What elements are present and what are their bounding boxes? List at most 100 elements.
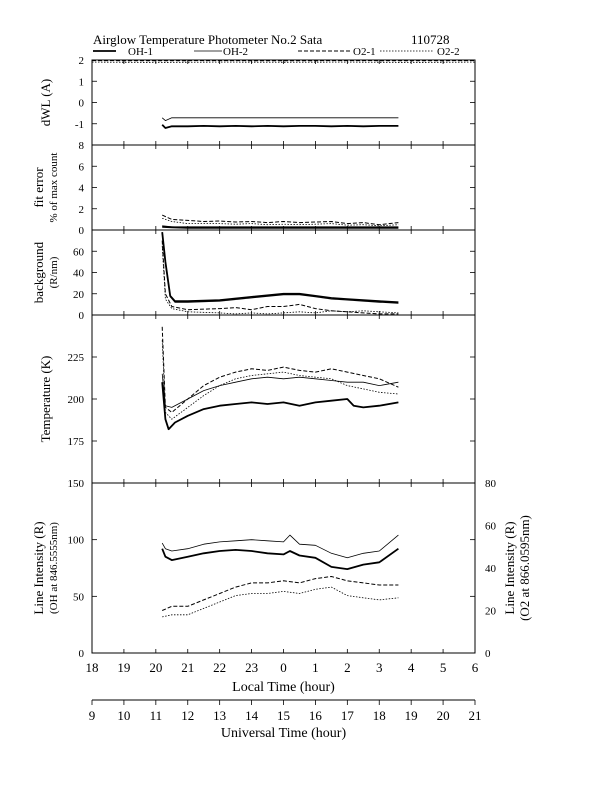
panel-frame-fit_error [91,144,476,231]
universal-time-tick-label: 12 [181,708,194,723]
series-oh-1-dwl [161,124,399,129]
local-time-tick-label: 4 [408,660,415,675]
local-time-tick-label: 0 [280,660,287,675]
local-time-tick-label: 23 [245,660,258,675]
panel-fit_error: 0 2 4 6 8 fit error% of max count [31,140,476,237]
series-o2-2-temperature [161,340,399,420]
universal-time-tick-label: 17 [341,708,355,723]
series-o2-2-background [161,245,399,315]
universal-time-tick-label: 21 [469,708,482,723]
local-time-tick-label: 2 [344,660,351,675]
series-oh-2-line_intensity [161,534,399,559]
panel-frame-background [91,229,476,316]
series-oh-1-line_intensity [161,547,399,570]
local-time-axis-label: Local Time (hour) [232,680,335,695]
legend-label-o2-2: O2-2 [437,46,460,58]
y-right-tick-label-line_intensity: 80 [485,478,497,490]
series-o2-1-background [161,240,399,315]
y-tick-label-fit_error: 6 [79,161,85,173]
y-tick-label-line_intensity: 0 [79,648,85,660]
series-oh-1-background [161,232,399,304]
universal-time-tick-label: 13 [213,708,226,723]
y-tick-label-fit_error: 2 [79,204,85,216]
universal-time-tick-label: 19 [405,708,418,723]
y-axis-label-background: background [31,241,46,303]
y-tick-label-temperature: 225 [68,352,85,364]
local-time-tick-label: 21 [181,660,194,675]
y-right-tick-label-line_intensity: 20 [485,606,497,618]
local-time-tick-label: 22 [213,660,226,675]
y-tick-label-fit_error: 0 [79,225,85,237]
y-axis-label-fit_error: fit error [31,167,46,208]
y-tick-label-dwl: -1 [75,119,84,131]
y-axis-label-line_intensity: Line Intensity (R) [31,521,46,614]
universal-time-tick-label: 18 [373,708,386,723]
local-time-tick-label: 20 [149,660,162,675]
y-right-tick-label-line_intensity: 40 [485,563,497,575]
y-axis-label-background: (R/nm) [48,256,60,288]
legend: OH-1 OH-2 O2-1 O2-2 [93,46,460,58]
panel-frame-line_intensity [91,482,476,654]
universal-time-tick-label: 14 [245,708,259,723]
y-tick-label-background: 60 [73,246,85,258]
series-o2-1-line_intensity [161,576,399,611]
y-tick-label-line_intensity: 150 [68,478,85,490]
series-o2-1-temperature [161,326,399,413]
y-tick-label-background: 40 [73,268,85,280]
series-oh-1-fit_error [162,225,399,229]
y-tick-label-fit_error: 4 [79,183,85,195]
local-time-tick-label: 5 [440,660,447,675]
series-oh-2-fit_error [162,225,399,228]
local-time-tick-label: 6 [472,660,479,675]
local-time-tick-label: 19 [117,660,130,675]
plot-panels: -1 0 1 2 dWL (A) 0 2 4 6 8 fit error% of max count… [31,55,532,660]
universal-time-tick-label: 16 [309,708,323,723]
y-axis-label-dwl: dWL (A) [38,79,53,127]
series-oh-2-dwl [161,117,399,121]
y-tick-label-temperature: 175 [68,436,85,448]
y-tick-label-line_intensity: 100 [68,535,85,547]
y-axis-label-line_intensity: (OH at 846.5555nm) [48,522,60,614]
y-right-axis-label-line_intensity: Line Intensity (R) [502,521,517,614]
panel-background: 0 20 40 60 background (R/nm) [31,229,476,322]
universal-time-tick-label: 10 [117,708,130,723]
y-right-tick-label-line_intensity: 60 [485,521,497,533]
universal-time-tick-label: 11 [150,708,163,723]
chart-title: Airglow Temperature Photometer No.2 Sata [93,32,323,47]
local-time-tick-label: 1 [312,660,319,675]
y-tick-label-dwl: 2 [79,55,85,67]
series-oh-2-temperature [161,373,399,408]
y-tick-label-background: 20 [73,289,85,301]
panel-dwl: -1 0 1 2 dWL (A) [38,55,476,146]
y-tick-label-fit_error: 8 [79,140,85,152]
legend-label-oh-1: OH-1 [128,46,153,58]
y-tick-label-dwl: 0 [79,98,85,110]
y-right-axis-label-line_intensity: (O2 at 866.0595nm) [517,515,532,621]
y-axis-label-fit_error: % of max count [48,153,60,223]
panel-frame-temperature [91,314,476,484]
y-right-tick-label-line_intensity: 0 [485,648,491,660]
series-oh-2-background [161,233,399,304]
y-tick-label-temperature: 200 [68,394,85,406]
y-tick-label-line_intensity: 50 [73,591,85,603]
universal-time-tick-label: 15 [277,708,290,723]
local-time-tick-label: 18 [86,660,99,675]
series-o2-2-line_intensity [162,586,399,618]
y-tick-label-background: 0 [79,310,85,322]
series-o2-2-fit_error [162,217,399,227]
universal-time-tick-label: 9 [89,708,96,723]
local-time-tick-label: 3 [376,660,383,675]
panel-frame-dwl [91,59,476,146]
y-axis-label-temperature: Temperature (K) [38,356,53,443]
universal-time-axis-label: Universal Time (hour) [221,726,347,741]
series-oh-1-temperature [161,382,399,431]
legend-label-o2-1: O2-1 [353,46,376,58]
date-code: 110728 [411,32,450,47]
universal-time-tick-label: 20 [437,708,450,723]
panel-temperature: 175 200 225 Temperature (K) [38,314,476,484]
y-tick-label-dwl: 1 [79,76,85,88]
series-o2-1-fit_error [161,214,399,226]
